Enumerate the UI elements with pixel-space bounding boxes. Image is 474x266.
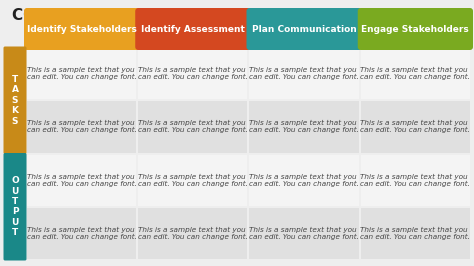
- Text: This is a sample text that you
can edit. You can change font.: This is a sample text that you can edit.…: [249, 227, 359, 240]
- Bar: [27, 48, 136, 99]
- Bar: [138, 101, 247, 152]
- Text: This is a sample text that you
can edit. You can change font.: This is a sample text that you can edit.…: [138, 173, 248, 187]
- Text: This is a sample text that you
can edit. You can change font.: This is a sample text that you can edit.…: [138, 67, 248, 80]
- Text: O
U
T
P
U
T: O U T P U T: [11, 176, 19, 237]
- Bar: [249, 208, 359, 259]
- Text: Identify Stakeholders: Identify Stakeholders: [27, 25, 137, 34]
- Text: This is a sample text that you
can edit. You can change font.: This is a sample text that you can edit.…: [360, 120, 470, 134]
- Text: Engage Stakeholders: Engage Stakeholders: [362, 25, 469, 34]
- Bar: [138, 48, 247, 99]
- Text: This is a sample text that you
can edit. You can change font.: This is a sample text that you can edit.…: [27, 173, 137, 187]
- Bar: [27, 208, 136, 259]
- Text: This is a sample text that you
can edit. You can change font.: This is a sample text that you can edit.…: [27, 120, 137, 134]
- Text: T
A
S
K
S: T A S K S: [11, 75, 18, 126]
- Bar: [361, 155, 470, 206]
- FancyBboxPatch shape: [24, 8, 139, 50]
- Text: This is a sample text that you
can edit. You can change font.: This is a sample text that you can edit.…: [249, 173, 359, 187]
- Text: This is a sample text that you
can edit. You can change font.: This is a sample text that you can edit.…: [249, 67, 359, 80]
- Text: Identify Assessment: Identify Assessment: [141, 25, 245, 34]
- Bar: [361, 208, 470, 259]
- Bar: [138, 208, 247, 259]
- Text: This is a sample text that you
can edit. You can change font.: This is a sample text that you can edit.…: [138, 120, 248, 134]
- FancyBboxPatch shape: [3, 153, 27, 260]
- Text: This is a sample text that you
can edit. You can change font.: This is a sample text that you can edit.…: [360, 173, 470, 187]
- Text: Plan Communication: Plan Communication: [252, 25, 356, 34]
- FancyBboxPatch shape: [3, 47, 27, 154]
- Text: This is a sample text that you
can edit. You can change font.: This is a sample text that you can edit.…: [249, 120, 359, 134]
- FancyBboxPatch shape: [358, 8, 473, 50]
- Text: COMMUNICATION MATRIX: COMMUNICATION MATRIX: [12, 8, 231, 23]
- FancyBboxPatch shape: [135, 8, 250, 50]
- Text: This is a sample text that you
can edit. You can change font.: This is a sample text that you can edit.…: [138, 227, 248, 240]
- Bar: [249, 101, 359, 152]
- Text: This is a sample text that you
can edit. You can change font.: This is a sample text that you can edit.…: [27, 67, 137, 80]
- Bar: [138, 155, 247, 206]
- Text: This is a sample text that you
can edit. You can change font.: This is a sample text that you can edit.…: [27, 227, 137, 240]
- Bar: [361, 48, 470, 99]
- Bar: [249, 48, 359, 99]
- Bar: [27, 101, 136, 152]
- Bar: [361, 101, 470, 152]
- Bar: [249, 155, 359, 206]
- Text: This is a sample text that you
can edit. You can change font.: This is a sample text that you can edit.…: [360, 67, 470, 80]
- Bar: [27, 155, 136, 206]
- FancyBboxPatch shape: [246, 8, 362, 50]
- Text: This is a sample text that you
can edit. You can change font.: This is a sample text that you can edit.…: [360, 227, 470, 240]
